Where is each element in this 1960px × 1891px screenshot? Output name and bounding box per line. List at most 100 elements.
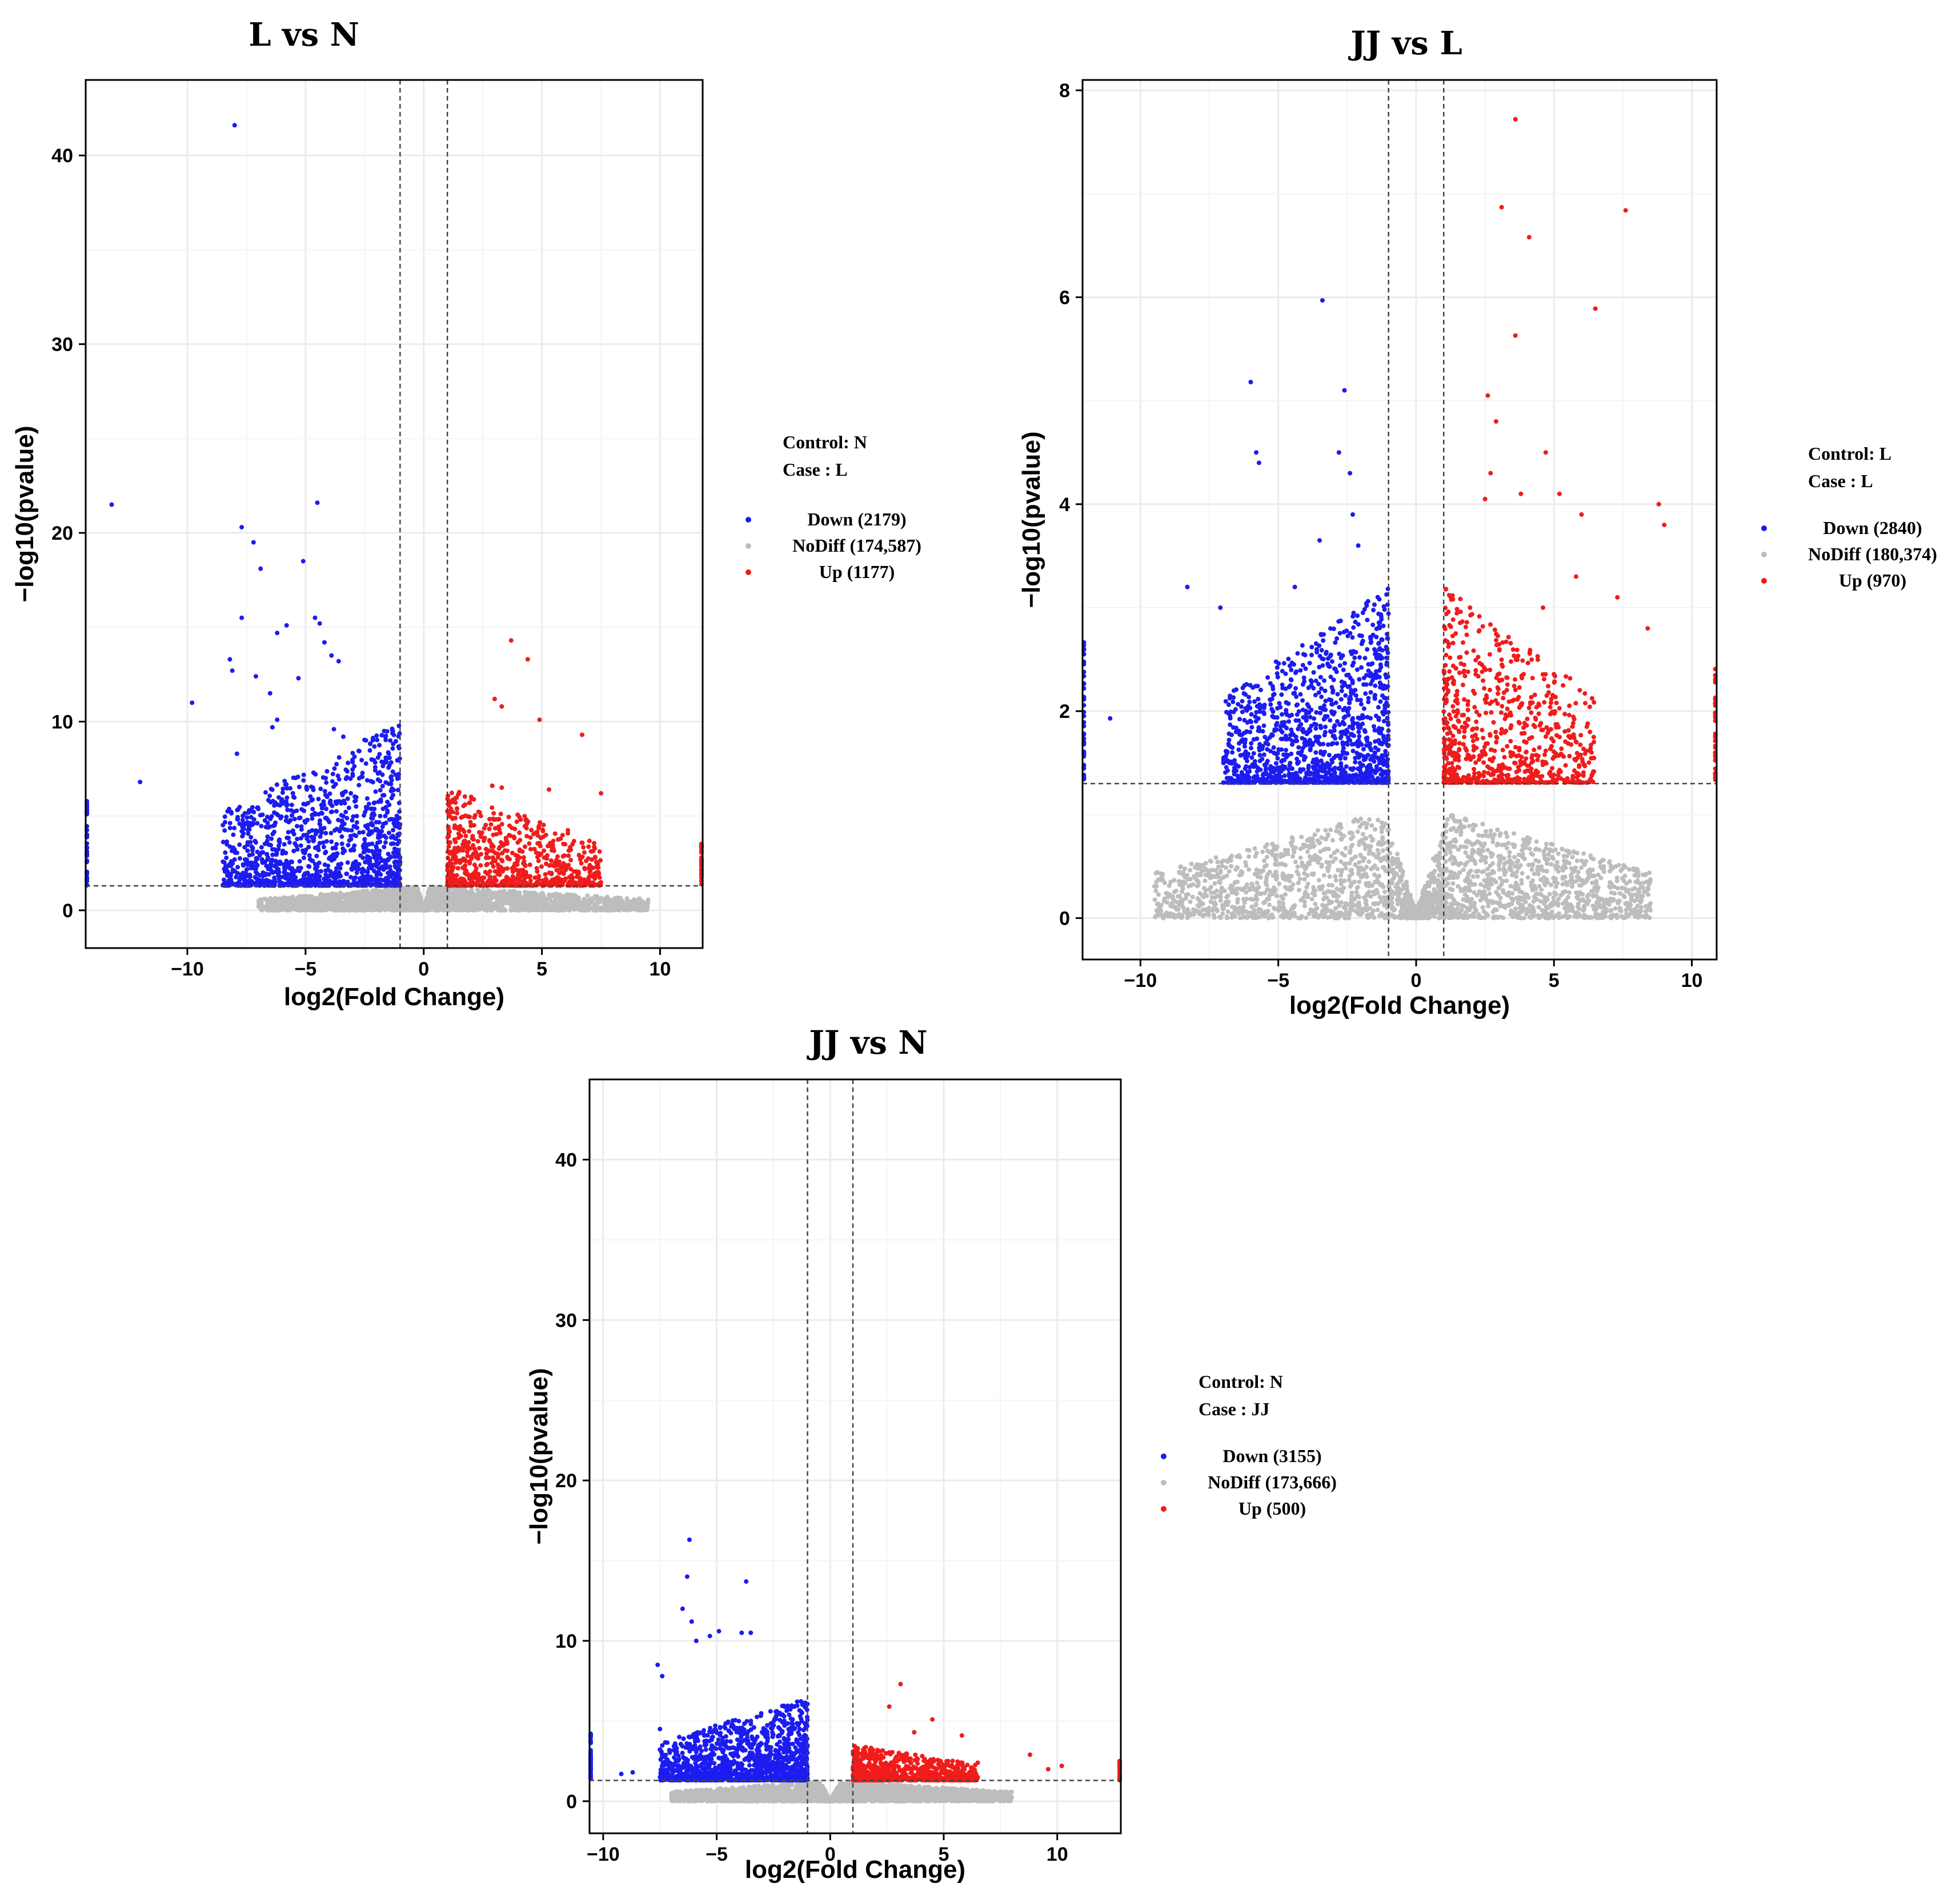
down-point xyxy=(352,764,357,769)
up-point xyxy=(568,866,574,872)
nodiff-point xyxy=(410,908,415,913)
nodiff-point xyxy=(339,908,344,913)
nodiff-point xyxy=(356,906,361,911)
down-point xyxy=(362,837,367,842)
down-point xyxy=(335,873,340,878)
down-point xyxy=(334,762,339,766)
down-outlier-point xyxy=(239,615,245,620)
legend-entry-nodiff: NoDiff (174,587) xyxy=(792,535,921,556)
down-point xyxy=(314,868,319,873)
down-point xyxy=(277,837,282,842)
up-point xyxy=(453,800,458,805)
down-point xyxy=(367,859,372,864)
down-point xyxy=(383,733,388,738)
up-point xyxy=(554,858,559,863)
down-point xyxy=(380,784,385,789)
down-point xyxy=(243,870,248,876)
down-point xyxy=(295,824,299,829)
down-point xyxy=(322,825,327,830)
nodiff-point xyxy=(510,905,515,910)
down-point xyxy=(377,742,382,748)
down-point xyxy=(361,850,366,855)
up-point xyxy=(492,869,498,874)
down-point xyxy=(306,839,311,844)
down-point xyxy=(266,825,271,830)
down-point xyxy=(276,843,282,848)
down-point xyxy=(295,774,300,780)
up-point xyxy=(487,826,492,832)
down-point xyxy=(296,816,302,821)
down-point xyxy=(390,769,395,774)
down-point xyxy=(344,769,350,774)
down-point xyxy=(346,805,351,810)
up-point xyxy=(524,826,529,831)
nodiff-point xyxy=(496,889,502,894)
down-point xyxy=(291,849,296,853)
nodiff-point xyxy=(275,899,280,904)
nodiff-point xyxy=(363,890,368,895)
down-point xyxy=(331,784,336,789)
down-point xyxy=(276,795,281,800)
down-point xyxy=(263,873,268,877)
up-point xyxy=(511,834,516,840)
up-point xyxy=(594,869,599,874)
nodiff-point xyxy=(344,898,349,903)
down-point xyxy=(239,829,245,834)
up-point xyxy=(475,856,480,861)
down-point xyxy=(318,869,323,874)
up-point xyxy=(485,872,490,877)
nodiff-point xyxy=(336,904,342,909)
down-point xyxy=(290,813,294,818)
up-point xyxy=(499,822,504,827)
down-point xyxy=(363,738,368,743)
down-outlier-point xyxy=(109,502,114,507)
down-point xyxy=(374,864,379,869)
down-point xyxy=(372,828,378,833)
down-point xyxy=(383,840,388,845)
down-point xyxy=(266,866,271,872)
down-outlier-point xyxy=(275,631,280,636)
down-outlier-point xyxy=(230,668,235,673)
up-point xyxy=(510,866,515,871)
down-point xyxy=(349,866,354,872)
down-point xyxy=(307,878,312,883)
down-point xyxy=(386,781,391,786)
down-point xyxy=(284,858,289,864)
down-point xyxy=(367,748,372,753)
nodiff-point xyxy=(502,898,506,903)
up-point xyxy=(596,865,601,870)
up-point xyxy=(478,813,483,818)
nodiff-point xyxy=(556,905,562,910)
up-point xyxy=(579,861,584,866)
down-point xyxy=(296,784,302,789)
down-point xyxy=(348,837,354,842)
down-point xyxy=(302,871,307,876)
x-tick-label: 10 xyxy=(650,958,671,980)
down-point xyxy=(360,770,365,776)
up-point xyxy=(449,851,454,856)
down-point xyxy=(328,830,334,836)
down-point xyxy=(370,841,375,846)
down-point xyxy=(298,843,303,848)
up-outlier-point xyxy=(492,696,497,701)
nodiff-point xyxy=(535,892,540,897)
down-point xyxy=(345,796,350,801)
down-outlier-point xyxy=(317,621,322,626)
down-point xyxy=(265,814,270,820)
down-point xyxy=(246,823,251,828)
down-point xyxy=(354,866,359,872)
up-point xyxy=(488,822,494,827)
down-point xyxy=(370,736,375,741)
nodiff-point xyxy=(326,904,331,909)
nodiff-point xyxy=(521,902,526,908)
up-point xyxy=(460,858,466,863)
up-point xyxy=(484,862,489,868)
down-point xyxy=(363,761,368,766)
down-point xyxy=(238,856,242,861)
down-point xyxy=(368,778,374,784)
up-point xyxy=(598,858,603,863)
up-point xyxy=(539,864,544,869)
up-point xyxy=(489,844,494,849)
up-point xyxy=(526,874,531,880)
up-point xyxy=(473,869,478,874)
